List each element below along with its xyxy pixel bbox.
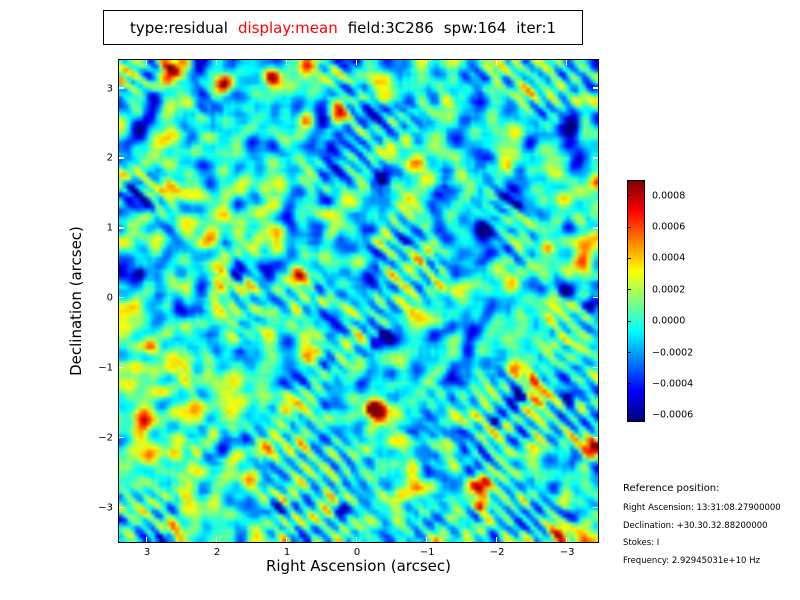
x-tick-mark-top bbox=[145, 59, 148, 65]
y-tick-mark-right bbox=[592, 366, 598, 369]
colorbar-tick-label: 0.0002 bbox=[652, 284, 686, 296]
x-tick-mark-top bbox=[285, 59, 288, 65]
x-tick-mark bbox=[565, 536, 568, 542]
y-tick-mark-right bbox=[592, 296, 598, 299]
y-tick-label: −1 bbox=[98, 362, 113, 374]
reference-stokes: Stokes: I bbox=[623, 538, 660, 548]
colorbar-tick-label: 0.0000 bbox=[652, 315, 686, 327]
colorbar-tick-mark bbox=[627, 414, 631, 416]
y-tick-label: 3 bbox=[106, 83, 113, 95]
y-tick-mark bbox=[118, 366, 124, 369]
colorbar-tick-mark bbox=[627, 195, 631, 197]
y-tick-mark-right bbox=[592, 436, 598, 439]
y-tick-mark bbox=[118, 157, 124, 159]
x-tick-mark bbox=[495, 536, 498, 542]
colorbar bbox=[626, 179, 645, 422]
y-tick-label: 0 bbox=[106, 292, 113, 304]
x-tick-mark-top bbox=[215, 59, 218, 65]
y-tick-mark bbox=[118, 227, 124, 229]
colorbar-tick-label: −0.0006 bbox=[652, 409, 694, 421]
title-token: field:3C286 bbox=[347, 18, 434, 37]
residual-heatmap-image bbox=[118, 59, 598, 542]
x-tick-label: −2 bbox=[489, 547, 505, 558]
y-tick-mark bbox=[118, 87, 124, 89]
y-tick-mark-right bbox=[592, 506, 598, 509]
reference-position-block: Reference position: Right Ascension: 13:… bbox=[623, 483, 798, 573]
x-tick-mark-top bbox=[495, 59, 498, 65]
colorbar-tick-label: 0.0006 bbox=[652, 221, 686, 233]
x-tick-label: 3 bbox=[143, 547, 151, 558]
x-tick-mark bbox=[285, 536, 288, 542]
y-tick-label: −3 bbox=[98, 502, 113, 514]
colorbar-tick-mark bbox=[627, 257, 631, 259]
reference-declination: Declination: +30.30.32.88200000 bbox=[623, 520, 768, 531]
reference-frequency: Frequency: 2.92945031e+10 Hz bbox=[623, 555, 760, 566]
title-token: spw:164 bbox=[443, 18, 507, 37]
colorbar-tick-mark bbox=[627, 352, 631, 354]
reference-right-ascension: Right Ascension: 13:31:08.27900000 bbox=[623, 503, 781, 513]
x-tick-mark bbox=[355, 536, 358, 542]
y-tick-mark bbox=[118, 506, 124, 509]
y-tick-mark bbox=[118, 296, 124, 299]
y-tick-label: 2 bbox=[106, 152, 113, 164]
x-tick-label: 2 bbox=[213, 547, 221, 558]
colorbar-gradient bbox=[627, 180, 644, 421]
plot-title: type:residual display:mean field:3C286 spw:… bbox=[103, 10, 583, 45]
title-token: display:mean bbox=[237, 18, 338, 37]
colorbar-tick-mark bbox=[627, 289, 631, 291]
x-tick-mark-top bbox=[565, 59, 568, 65]
title-token: iter:1 bbox=[516, 18, 557, 37]
y-tick-label: 1 bbox=[106, 222, 113, 234]
y-tick-mark-right bbox=[592, 87, 598, 89]
x-tick-mark bbox=[145, 536, 148, 542]
x-tick-mark-top bbox=[425, 59, 428, 65]
y-tick-label: −2 bbox=[98, 432, 113, 444]
colorbar-tick-label: −0.0002 bbox=[652, 347, 694, 359]
colorbar-tick-mark bbox=[627, 320, 631, 322]
colorbar-tick-mark bbox=[627, 226, 631, 228]
x-tick-label: −3 bbox=[559, 547, 575, 558]
colorbar-tick-mark bbox=[627, 383, 631, 385]
y-tick-mark-right bbox=[592, 157, 598, 159]
x-tick-label: −1 bbox=[419, 547, 435, 558]
y-tick-mark bbox=[118, 436, 124, 439]
x-tick-mark bbox=[425, 536, 428, 542]
x-tick-mark bbox=[215, 536, 218, 542]
reference-title: Reference position: bbox=[623, 483, 720, 494]
x-tick-mark-top bbox=[355, 59, 358, 65]
colorbar-tick-label: 0.0004 bbox=[652, 252, 686, 264]
plot-area bbox=[117, 58, 599, 543]
colorbar-tick-label: 0.0008 bbox=[652, 190, 686, 202]
x-tick-label: 1 bbox=[283, 547, 291, 558]
x-tick-label: 0 bbox=[353, 547, 361, 558]
y-tick-mark-right bbox=[592, 227, 598, 229]
colorbar-tick-label: −0.0004 bbox=[652, 378, 694, 390]
title-token: type:residual bbox=[129, 18, 228, 37]
x-axis-label: Right Ascension (arcsec) bbox=[265, 557, 452, 575]
